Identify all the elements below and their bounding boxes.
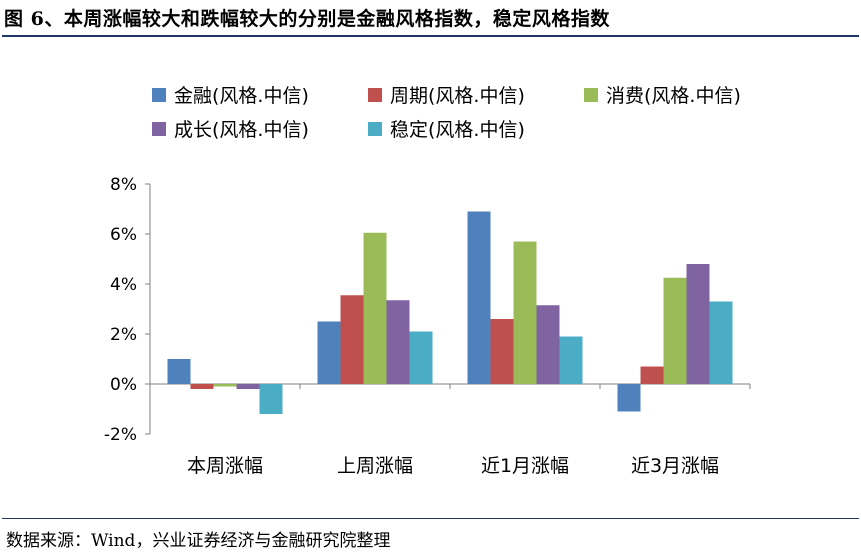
bar bbox=[467, 211, 491, 384]
x-category-label: 本周涨幅 bbox=[187, 455, 263, 477]
x-category-label: 近3月涨幅 bbox=[631, 455, 719, 477]
legend-swatch bbox=[368, 122, 382, 136]
bar bbox=[663, 277, 687, 384]
bar bbox=[259, 384, 283, 414]
legend-label: 消费(风格.中信) bbox=[606, 85, 741, 107]
figure-source: 数据来源：Wind，兴业证券经济与金融研究院整理 bbox=[6, 531, 391, 551]
source-divider bbox=[2, 518, 859, 519]
bar bbox=[386, 300, 410, 384]
bar bbox=[513, 241, 537, 384]
bar bbox=[340, 295, 364, 384]
legend-swatch bbox=[152, 88, 166, 102]
y-tick-label: 0% bbox=[110, 375, 137, 395]
bar bbox=[640, 366, 664, 384]
bar bbox=[409, 331, 433, 384]
bar bbox=[236, 384, 260, 389]
legend-label: 金融(风格.中信) bbox=[174, 85, 309, 107]
figure-title: 图 6、本周涨幅较大和跌幅较大的分别是金融风格指数，稳定风格指数 bbox=[4, 8, 610, 30]
legend-label: 稳定(风格.中信) bbox=[390, 119, 525, 141]
bar bbox=[686, 264, 710, 384]
legend-swatch bbox=[368, 88, 382, 102]
bar bbox=[536, 305, 560, 384]
y-tick-label: -2% bbox=[104, 425, 137, 445]
bar bbox=[213, 384, 237, 387]
legend-swatch bbox=[584, 88, 598, 102]
bar bbox=[317, 321, 341, 384]
y-tick-label: 8% bbox=[110, 175, 137, 195]
y-tick-label: 6% bbox=[110, 225, 137, 245]
bar bbox=[363, 232, 387, 384]
y-tick-label: 4% bbox=[110, 275, 137, 295]
bar bbox=[190, 384, 214, 389]
y-tick-label: 2% bbox=[110, 325, 137, 345]
bar bbox=[559, 336, 583, 384]
x-category-label: 上周涨幅 bbox=[337, 455, 413, 477]
title-divider bbox=[2, 35, 859, 37]
legend-swatch bbox=[152, 122, 166, 136]
bar bbox=[167, 359, 191, 384]
bar bbox=[490, 319, 514, 384]
bar bbox=[617, 384, 641, 412]
legend-label: 成长(风格.中信) bbox=[174, 119, 309, 141]
x-category-label: 近1月涨幅 bbox=[481, 455, 569, 477]
legend-label: 周期(风格.中信) bbox=[390, 85, 525, 107]
bar bbox=[709, 301, 733, 384]
